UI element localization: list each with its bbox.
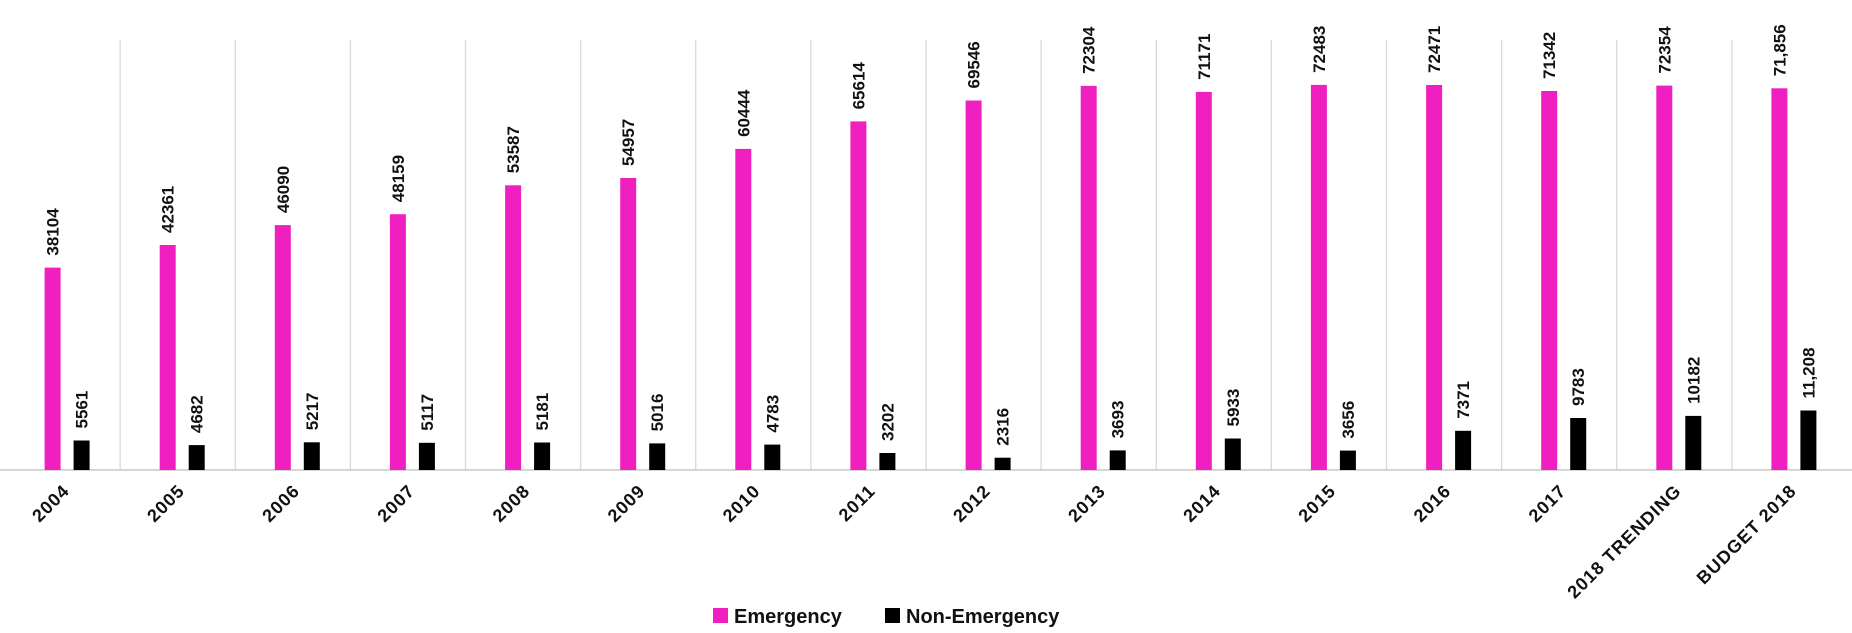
data-label: 48159 — [389, 155, 408, 202]
bar — [1455, 430, 1472, 470]
legend: Emergency Non-Emergency — [713, 606, 1060, 628]
data-label: 5016 — [648, 394, 667, 432]
bar — [1080, 85, 1097, 471]
bar — [389, 214, 406, 470]
legend-item: Emergency — [713, 606, 843, 628]
data-label: 72304 — [1080, 26, 1099, 74]
data-label: 54957 — [619, 119, 638, 166]
data-label: 4783 — [763, 395, 782, 433]
bar — [1656, 85, 1673, 470]
legend-swatch — [713, 608, 728, 623]
bar — [879, 453, 896, 470]
x-tick-label: 2014 — [1179, 481, 1224, 526]
bar — [188, 445, 205, 470]
x-tick-label: 2018 TRENDING — [1563, 481, 1685, 603]
legend-item: Non-Emergency — [885, 606, 1060, 628]
x-tick-label: 2017 — [1525, 481, 1570, 526]
data-label: 9783 — [1569, 368, 1588, 406]
data-label: 5181 — [533, 393, 552, 431]
series-non-emergency: 5561 4682 5217 5117 5181 5016 4783 3202 2316 3693… — [73, 347, 1818, 470]
data-label: 69546 — [965, 41, 984, 88]
x-tick-label: 2005 — [143, 481, 188, 526]
x-tick-label: 2008 — [489, 481, 534, 526]
x-tick-label: 2007 — [373, 481, 418, 526]
bar — [994, 457, 1011, 470]
data-label: 71171 — [1195, 34, 1214, 80]
x-tick-label: BUDGET 2018 — [1693, 481, 1801, 589]
data-label: 60444 — [734, 89, 753, 137]
data-label: 71342 — [1540, 32, 1559, 79]
bar — [1310, 84, 1327, 471]
x-axis-tick-labels: 2004 2005 2006 2007 2008 2009 2010 2011 2012 2013… — [28, 481, 1800, 603]
bar — [1685, 415, 1702, 470]
bar — [1109, 450, 1126, 470]
bar — [620, 178, 637, 470]
bar — [159, 245, 176, 470]
data-label: 46090 — [274, 166, 293, 213]
x-tick-label: 2012 — [949, 481, 994, 526]
data-label: 42361 — [159, 186, 178, 233]
legend-label: Non-Emergency — [906, 606, 1060, 628]
data-label: 72471 — [1425, 26, 1444, 73]
data-label: 2316 — [994, 408, 1013, 446]
data-label: 11,208 — [1799, 347, 1818, 398]
x-tick-label: 2011 — [835, 481, 880, 526]
x-tick-label: 2006 — [258, 481, 303, 526]
x-tick-label: 2013 — [1064, 481, 1109, 526]
bar — [505, 185, 522, 471]
bar — [1771, 88, 1788, 471]
bar — [1426, 85, 1443, 470]
x-tick-label: 2004 — [28, 481, 73, 526]
category-gridlines — [119, 40, 1733, 470]
bar — [1339, 450, 1356, 470]
x-tick-label: 2010 — [719, 481, 764, 526]
data-label: 5933 — [1224, 389, 1243, 427]
data-label: 5217 — [303, 392, 322, 430]
data-label: 3202 — [878, 403, 897, 441]
legend-swatch — [885, 608, 900, 623]
legend-label: Emergency — [734, 606, 843, 628]
bar — [1195, 91, 1212, 471]
bar — [274, 225, 291, 470]
bar — [735, 148, 752, 470]
bar — [303, 442, 320, 470]
data-label: 4682 — [188, 395, 207, 433]
data-label: 71,856 — [1770, 24, 1789, 76]
bar — [534, 442, 551, 470]
bar — [1541, 91, 1558, 470]
x-tick-label: 2015 — [1294, 481, 1339, 526]
data-label: 53587 — [504, 126, 523, 173]
data-label: 3656 — [1339, 401, 1358, 439]
x-tick-label: 2009 — [604, 481, 649, 526]
data-label: 3693 — [1109, 401, 1128, 439]
data-label: 38104 — [44, 208, 63, 256]
series-emergency: 38104 42361 46090 48159 53587 54957 60444 65614… — [44, 24, 1789, 471]
x-tick-label: 2016 — [1410, 481, 1455, 526]
bar — [73, 440, 90, 470]
bar — [1800, 410, 1817, 470]
data-label: 5117 — [418, 394, 437, 431]
data-label: 72483 — [1310, 26, 1329, 73]
bar — [418, 442, 435, 470]
data-label: 7371 — [1454, 381, 1473, 419]
data-label: 10182 — [1684, 357, 1703, 404]
bar — [649, 443, 666, 470]
data-label: 72354 — [1655, 26, 1674, 74]
data-label: 65614 — [849, 62, 868, 110]
bar — [44, 267, 61, 470]
bar — [965, 100, 982, 470]
bar — [1570, 418, 1587, 470]
data-label: 5561 — [73, 391, 92, 429]
bar — [850, 121, 867, 471]
bar — [1224, 438, 1241, 470]
bar — [764, 444, 781, 470]
